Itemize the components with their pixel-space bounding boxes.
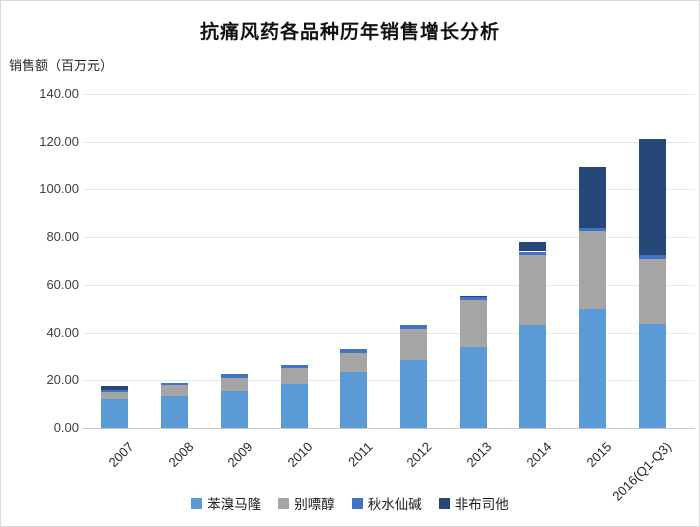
- bar-segment-别嘌醇: [101, 392, 129, 400]
- bar-segment-苯溴马隆: [519, 325, 547, 428]
- y-tick-label: 20.00: [46, 372, 79, 388]
- y-tick-label: 100.00: [39, 181, 79, 197]
- x-tick-label: 2015: [583, 439, 615, 471]
- y-tick-label: 0.00: [53, 420, 79, 435]
- bar-segment-苯溴马隆: [280, 383, 308, 428]
- bar-segment-秋水仙碱: [101, 389, 129, 393]
- x-tick-label: 2008: [165, 439, 197, 471]
- x-tick-label: 2007: [105, 439, 137, 471]
- legend-swatch-icon: [351, 497, 363, 509]
- y-tick-label: 40.00: [46, 324, 79, 340]
- bar-segment-秋水仙碱: [638, 255, 666, 259]
- x-tick-label: 2010: [284, 439, 316, 471]
- x-tick-label: 2009: [224, 439, 256, 471]
- bar-segment-苯溴马隆: [101, 399, 129, 428]
- bar-segment-秋水仙碱: [519, 251, 547, 256]
- bar-segment-别嘌醇: [161, 385, 189, 396]
- y-tick-label: 120.00: [39, 133, 79, 149]
- legend-label: 别嘌醇: [294, 497, 335, 512]
- bar-segment-别嘌醇: [220, 377, 248, 391]
- bar-segment-秋水仙碱: [399, 325, 427, 329]
- gridline: [83, 237, 695, 239]
- bar-segment-苯溴马隆: [220, 391, 248, 428]
- legend-swatch-icon: [191, 497, 203, 509]
- legend-swatch-icon: [278, 497, 290, 509]
- bar-segment-非布司他: [638, 139, 666, 255]
- x-tick-label: 2014: [523, 439, 555, 471]
- bar-segment-别嘌醇: [638, 258, 666, 325]
- gridline: [83, 332, 695, 334]
- gridline: [83, 380, 695, 382]
- bar-segment-非布司他: [579, 166, 606, 228]
- gridline: [83, 428, 695, 429]
- bar-segment-别嘌醇: [519, 255, 547, 326]
- bar-segment-秋水仙碱: [459, 296, 487, 301]
- bar-segment-别嘌醇: [399, 329, 427, 360]
- y-tick-label: 80.00: [46, 229, 79, 245]
- bar-segment-别嘌醇: [579, 231, 606, 309]
- x-tick-label: 2013: [463, 439, 495, 471]
- bar-segment-秋水仙碱: [280, 364, 308, 369]
- bar-segment-非布司他: [459, 295, 487, 297]
- bar-segment-苯溴马隆: [638, 324, 666, 428]
- legend-item: 非布司他: [438, 493, 509, 513]
- y-tick-label: 140.00: [39, 86, 79, 101]
- bar-segment-非布司他: [101, 386, 129, 390]
- chart-title: 抗痛风药各品种历年销售增长分析: [199, 22, 500, 43]
- gridline: [83, 189, 695, 191]
- bar-segment-秋水仙碱: [340, 349, 368, 353]
- bar-segment-秋水仙碱: [161, 382, 189, 386]
- bar-segment-非布司他: [519, 241, 547, 252]
- legend-label: 非布司他: [454, 497, 509, 512]
- bar-segment-别嘌醇: [459, 300, 487, 347]
- legend-item: 秋水仙碱: [351, 493, 422, 513]
- legend-label: 秋水仙碱: [367, 497, 422, 512]
- gridline: [83, 94, 695, 95]
- legend-item: 别嘌醇: [278, 493, 335, 513]
- gridline: [83, 141, 695, 143]
- bar-segment-别嘌醇: [280, 368, 308, 384]
- x-tick-label: 2012: [403, 439, 435, 471]
- bar-segment-秋水仙碱: [579, 227, 606, 232]
- legend-item: 苯溴马隆: [191, 493, 261, 513]
- legend-swatch-icon: [438, 497, 450, 509]
- x-tick-label: 2011: [344, 439, 376, 470]
- legend-label: 苯溴马隆: [207, 497, 262, 512]
- bar-segment-苯溴马隆: [579, 308, 606, 428]
- y-tick-label: 60.00: [46, 276, 79, 292]
- bar-segment-苯溴马隆: [340, 371, 368, 428]
- bar-segment-别嘌醇: [340, 352, 368, 372]
- y-axis-unit-label: 销售额（百万元）: [9, 58, 114, 73]
- bar-segment-秋水仙碱: [220, 374, 248, 378]
- legend: 苯溴马隆 别嘌醇 秋水仙碱 非布司他: [1, 493, 699, 513]
- bar-segment-苯溴马隆: [459, 346, 487, 428]
- gridline: [83, 284, 695, 286]
- bar-segment-苯溴马隆: [161, 395, 189, 428]
- bar-segment-苯溴马隆: [399, 360, 427, 428]
